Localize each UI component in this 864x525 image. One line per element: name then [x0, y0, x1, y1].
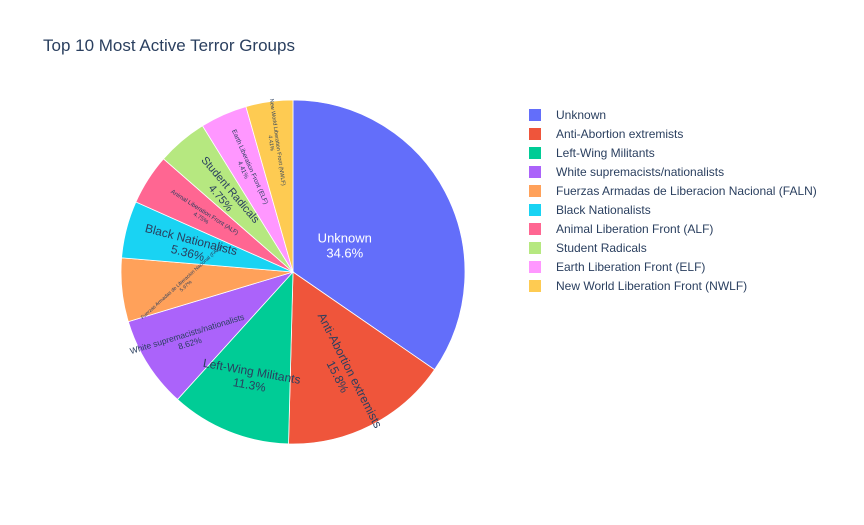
legend-label: Student Radicals: [556, 241, 647, 255]
slice-label-percent: 34.6%: [326, 246, 363, 261]
legend-label: Unknown: [556, 108, 606, 122]
chart-title: Top 10 Most Active Terror Groups: [43, 36, 295, 55]
pie-slices: [120, 99, 466, 445]
legend-item[interactable]: Earth Liberation Front (ELF): [529, 260, 705, 274]
legend: Unknown Anti-Abortion extremists Left-Wing…: [529, 108, 817, 293]
slice-label-percent: 11.3%: [232, 375, 267, 395]
legend-swatch: [529, 185, 541, 197]
legend-swatch: [529, 261, 541, 273]
legend-swatch: [529, 223, 541, 235]
legend-item[interactable]: Student Radicals: [529, 241, 647, 255]
legend-item[interactable]: New World Liberation Front (NWLF): [529, 279, 747, 293]
legend-item[interactable]: Fuerzas Armadas de Liberacion Nacional (…: [529, 184, 817, 198]
pie-slice[interactable]: [292, 99, 466, 371]
legend-item[interactable]: White supremacists/nationalists: [529, 165, 724, 179]
legend-item[interactable]: Anti-Abortion extremists: [529, 127, 683, 141]
legend-label: Black Nationalists: [556, 203, 651, 217]
legend-label: Fuerzas Armadas de Liberacion Nacional (…: [556, 184, 817, 198]
legend-swatch: [529, 166, 541, 178]
legend-label: Left-Wing Militants: [556, 146, 655, 160]
pie-slice[interactable]: [127, 271, 295, 401]
legend-swatch: [529, 147, 541, 159]
legend-swatch: [529, 280, 541, 292]
legend-swatch: [529, 128, 541, 140]
legend-item[interactable]: Left-Wing Militants: [529, 146, 655, 160]
legend-label: New World Liberation Front (NWLF): [556, 279, 747, 293]
slice-label-percent: 4.41%: [267, 135, 275, 151]
legend-label: Animal Liberation Front (ALF): [556, 222, 713, 236]
legend-item[interactable]: Unknown: [529, 108, 606, 122]
legend-label: Anti-Abortion extremists: [556, 127, 683, 141]
legend-item[interactable]: Black Nationalists: [529, 203, 651, 217]
pie-slice[interactable]: [288, 271, 436, 445]
legend-label: White supremacists/nationalists: [556, 165, 724, 179]
legend-swatch: [529, 204, 541, 216]
legend-swatch: [529, 109, 541, 121]
pie-slice[interactable]: [245, 99, 294, 273]
slice-label-name: Unknown: [318, 231, 372, 246]
legend-swatch: [529, 242, 541, 254]
legend-item[interactable]: Animal Liberation Front (ALF): [529, 222, 713, 236]
slice-label: Unknown 34.6%: [318, 231, 372, 261]
legend-label: Earth Liberation Front (ELF): [556, 260, 705, 274]
pie-slice[interactable]: [176, 270, 294, 445]
